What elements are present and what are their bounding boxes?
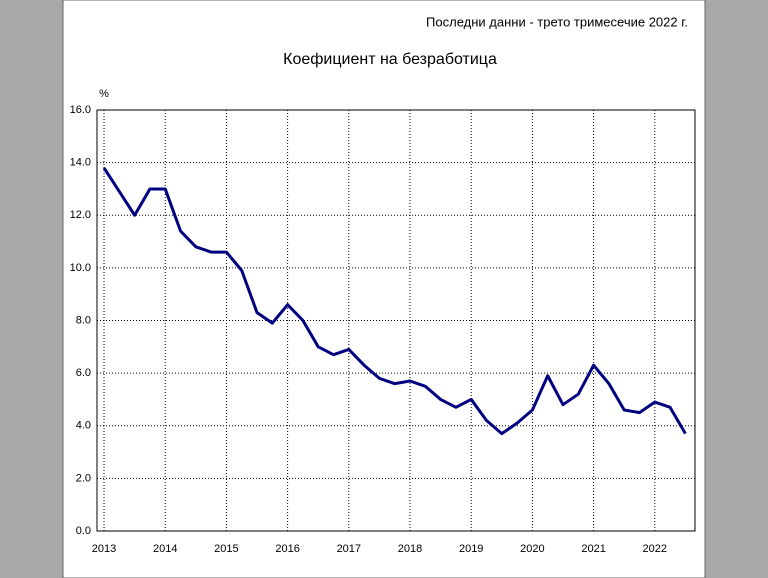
chart-note: Последни данни - трето тримесечие 2022 г…	[426, 14, 688, 29]
y-unit: %	[99, 88, 109, 100]
x-tick-label: 2017	[337, 543, 361, 555]
x-tick-label: 2021	[581, 543, 605, 555]
x-tick-label: 2014	[153, 543, 177, 555]
y-tick-label: 0.0	[76, 525, 91, 537]
y-tick-label: 16.0	[70, 104, 91, 116]
x-tick-label: 2013	[92, 543, 116, 555]
y-tick-label: 10.0	[70, 262, 91, 274]
x-tick-label: 2015	[214, 543, 238, 555]
x-tick-label: 2018	[398, 543, 422, 555]
x-tick-label: 2019	[459, 543, 483, 555]
x-tick-label: 2022	[643, 543, 667, 555]
panel	[62, 0, 706, 578]
y-tick-label: 8.0	[76, 314, 91, 326]
y-tick-label: 14.0	[70, 157, 91, 169]
y-tick-label: 4.0	[76, 420, 91, 432]
y-tick-label: 6.0	[76, 367, 91, 379]
y-tick-label: 12.0	[70, 209, 91, 221]
x-tick-label: 2016	[275, 543, 299, 555]
data-line	[102, 167, 687, 436]
y-tick-label: 2.0	[76, 472, 91, 484]
x-tick-label: 2020	[520, 543, 544, 555]
chart-title: Коефициент на безработица	[283, 51, 497, 68]
